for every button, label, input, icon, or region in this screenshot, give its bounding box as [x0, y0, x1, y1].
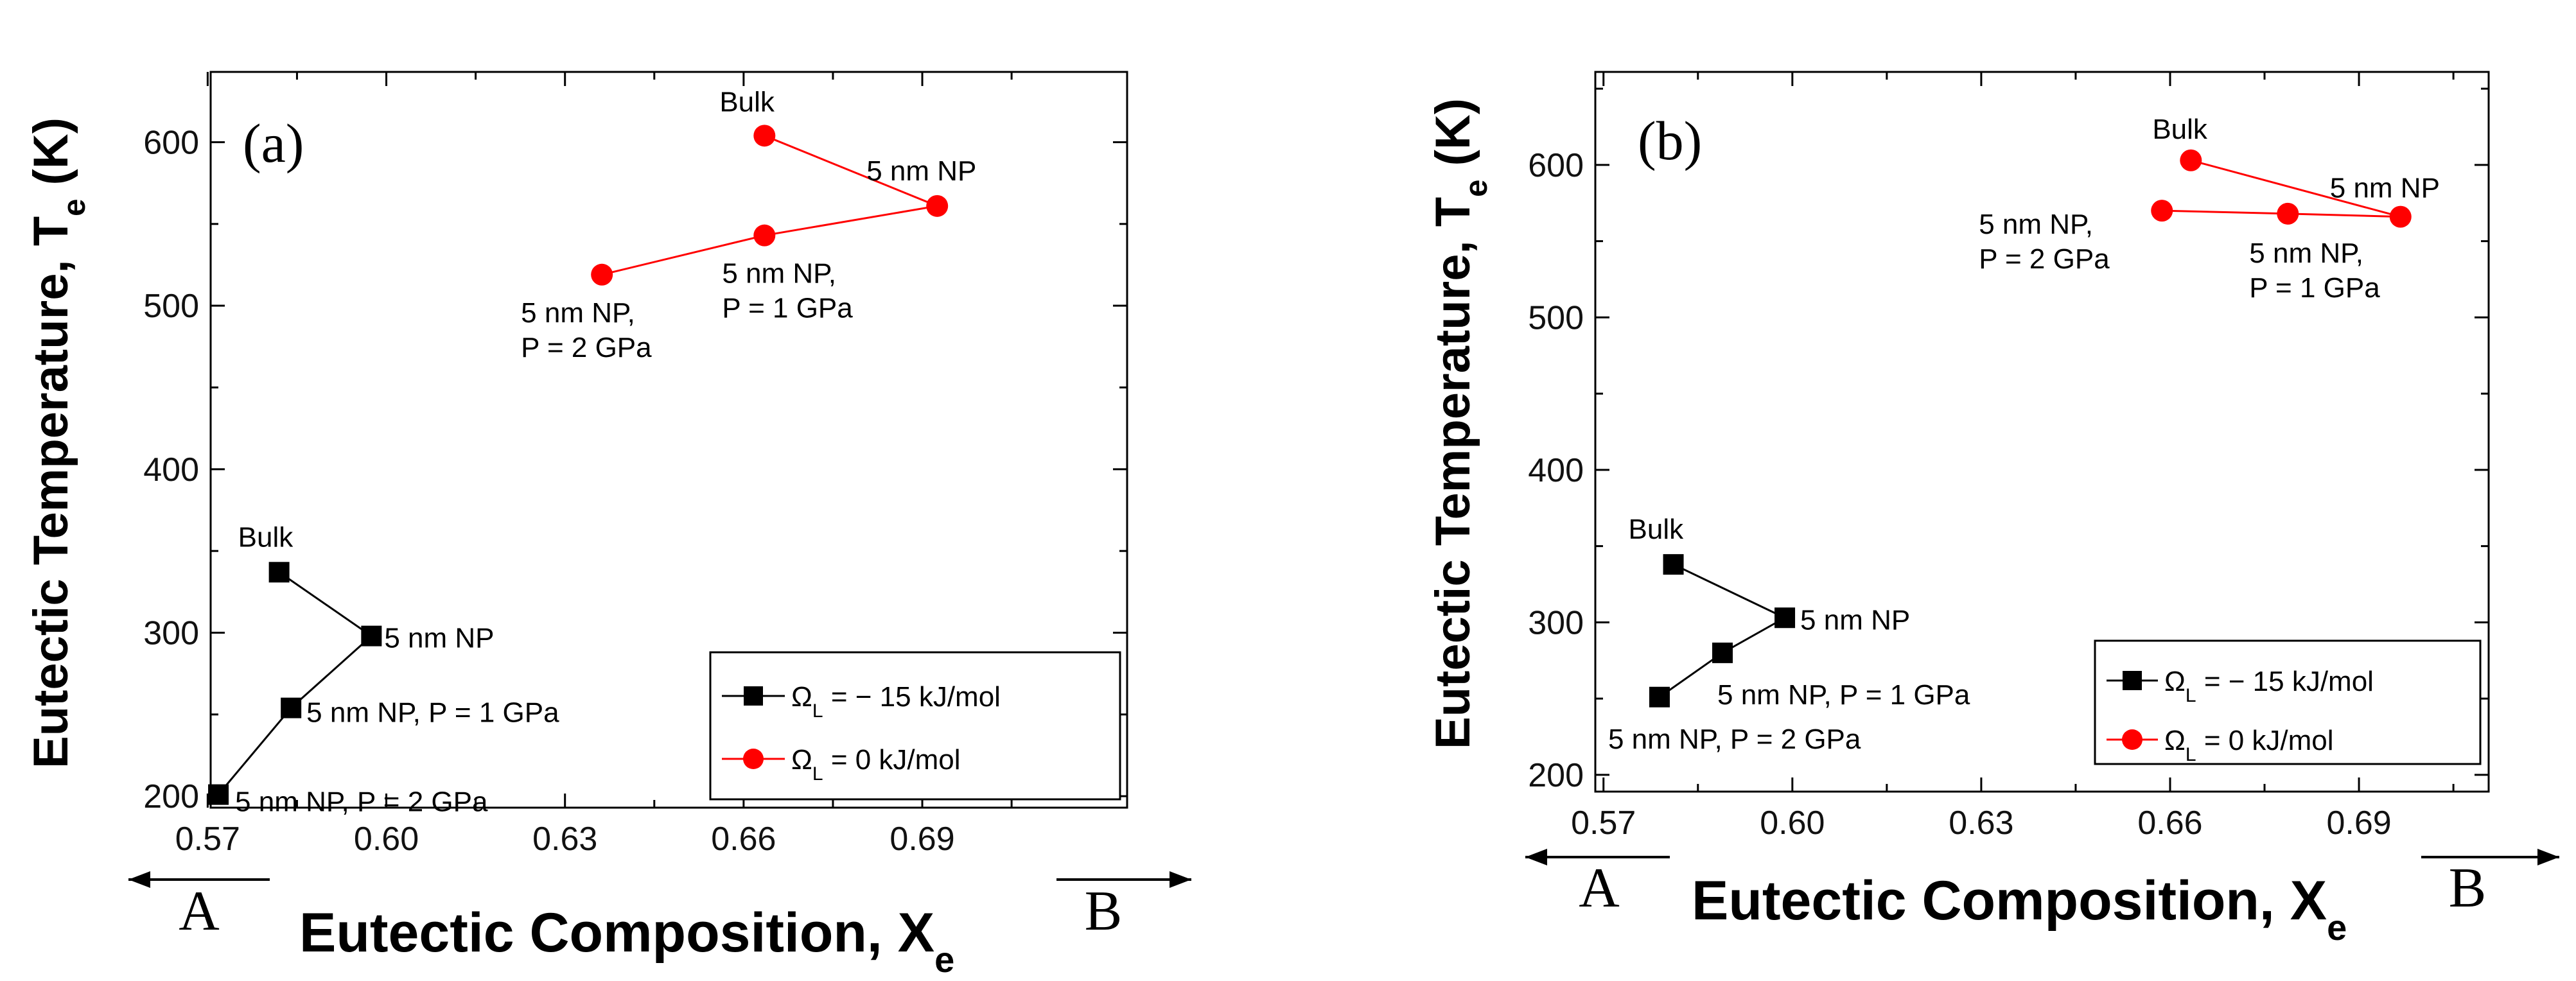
left-arrow-head [1525, 849, 1547, 865]
panel-label: (a) [243, 112, 304, 174]
chart-panel-b: 0.57 0.60 0.63 0.66 0.69 200 300 400 500 600 Eutec… [1426, 71, 2559, 948]
y-tick-label: 200 [1528, 757, 1584, 794]
series-line [217, 571, 373, 795]
point-annotation: P = 1 GPa [722, 293, 853, 324]
legend: ΩL = − 15 kJ/mol ΩL = 0 kJ/mol [709, 651, 1121, 801]
data-point [361, 625, 382, 647]
legend: ΩL = − 15 kJ/mol ΩL = 0 kJ/mol [2094, 639, 2482, 765]
series-omega-minus-15: Bulk 5 nm NP 5 nm NP, P = 1 GPa 5 nm NP, P … [1608, 514, 1970, 755]
point-annotation: P = 2 GPa [521, 332, 652, 363]
legend-marker [2122, 729, 2142, 750]
x-tick-label: 0.69 [2326, 804, 2391, 842]
point-annotation: 5 nm NP, [722, 258, 836, 290]
data-point [2180, 149, 2202, 171]
data-point [1663, 554, 1684, 575]
right-arrow-label: B [2449, 857, 2487, 919]
point-annotation: 5 nm NP [1800, 604, 1910, 636]
legend-label: ΩL = 0 kJ/mol [2164, 725, 2334, 765]
y-axis-title: Eutectic Temperature, Te (K) [1426, 98, 1494, 749]
x-tick-label: 0.66 [2137, 804, 2202, 842]
point-annotation: 5 nm NP, P = 2 GPa [1608, 724, 1861, 755]
data-point [2389, 205, 2412, 228]
point-annotation: Bulk [1629, 514, 1685, 545]
chart-panel-a: 0.57 0.60 0.63 0.66 0.69 200 300 400 500 600 Eutec… [24, 71, 1191, 980]
left-arrow-head [128, 871, 150, 888]
series-omega-minus-15: Bulk 5 nm NP 5 nm NP, P = 1 GPa 5 nm NP, P … [208, 521, 559, 818]
panel-label: (b) [1638, 110, 1702, 171]
data-point [268, 562, 290, 583]
right-arrow-label: B [1085, 880, 1123, 942]
x-axis-title: Eutectic Composition, Xe [299, 902, 954, 980]
y-tick-label: 300 [143, 615, 199, 652]
y-tick-label: 500 [1528, 299, 1584, 336]
legend-marker [744, 686, 763, 706]
left-arrow-label: A [179, 880, 220, 942]
x-tick-label: 0.63 [532, 820, 597, 858]
x-tick-label: 0.66 [711, 820, 776, 858]
left-arrow-label: A [1579, 857, 1620, 919]
point-annotation: 5 nm NP, [2249, 238, 2363, 269]
point-annotation: 5 nm NP, P = 1 GPa [306, 697, 559, 729]
legend-label: ΩL = 0 kJ/mol [791, 744, 961, 785]
data-point [1649, 686, 1670, 708]
y-tick-label: 400 [1528, 452, 1584, 489]
y-tick-label: 600 [143, 125, 199, 162]
y-tick-label: 200 [143, 778, 199, 815]
plot-frame [209, 71, 1128, 809]
x-tick-label: 0.57 [175, 820, 240, 858]
right-arrow-head [2537, 849, 2559, 865]
y-tick-label: 400 [143, 451, 199, 489]
point-annotation: 5 nm NP, P = 2 GPa [235, 786, 488, 818]
data-point [753, 224, 776, 247]
y-tick-label: 300 [1528, 604, 1584, 641]
data-point [926, 195, 949, 217]
data-point [591, 263, 613, 286]
series-line [2162, 159, 2401, 218]
point-annotation: 5 nm NP, [1979, 209, 2093, 240]
data-point [1774, 607, 1796, 629]
point-annotation: Bulk [238, 521, 294, 553]
series-line [601, 134, 941, 276]
point-annotation: P = 1 GPa [2249, 272, 2380, 304]
data-point [2151, 200, 2173, 222]
y-tick-label: 600 [1528, 147, 1584, 184]
x-tick-label: 0.60 [1760, 804, 1825, 842]
data-point [281, 697, 302, 718]
x-axis-title: Eutectic Composition, Xe [1692, 870, 2347, 948]
point-annotation: 5 nm NP, [521, 297, 635, 329]
data-point [2277, 202, 2299, 225]
legend-label: ΩL = − 15 kJ/mol [2164, 666, 2374, 706]
right-arrow-head [1170, 871, 1191, 888]
point-annotation: Bulk [2152, 114, 2208, 145]
y-tick-label: 500 [143, 288, 199, 325]
legend-marker [743, 749, 764, 769]
legend-marker [2123, 671, 2142, 690]
x-tick-label: 0.60 [354, 820, 419, 858]
x-tick-label: 0.69 [889, 820, 954, 858]
series-line [1659, 563, 1787, 698]
point-annotation: 5 nm NP [384, 623, 494, 654]
legend-box [709, 651, 1121, 801]
data-point [1712, 642, 1733, 663]
point-annotation: 5 nm NP [2330, 173, 2440, 204]
data-point [208, 784, 229, 805]
y-axis-title: Eutectic Temperature, Te (K) [24, 117, 92, 768]
legend-box [2094, 639, 2482, 765]
data-point [753, 125, 776, 147]
point-annotation: P = 2 GPa [1979, 243, 2110, 275]
legend-label: ΩL = − 15 kJ/mol [791, 681, 1001, 722]
point-annotation: Bulk [719, 86, 775, 117]
x-tick-label: 0.57 [1571, 804, 1636, 842]
plot-frame [1594, 71, 2490, 793]
point-annotation: 5 nm NP, P = 1 GPa [1717, 679, 1970, 711]
x-tick-label: 0.63 [1949, 804, 2013, 842]
point-annotation: 5 nm NP [866, 155, 976, 187]
